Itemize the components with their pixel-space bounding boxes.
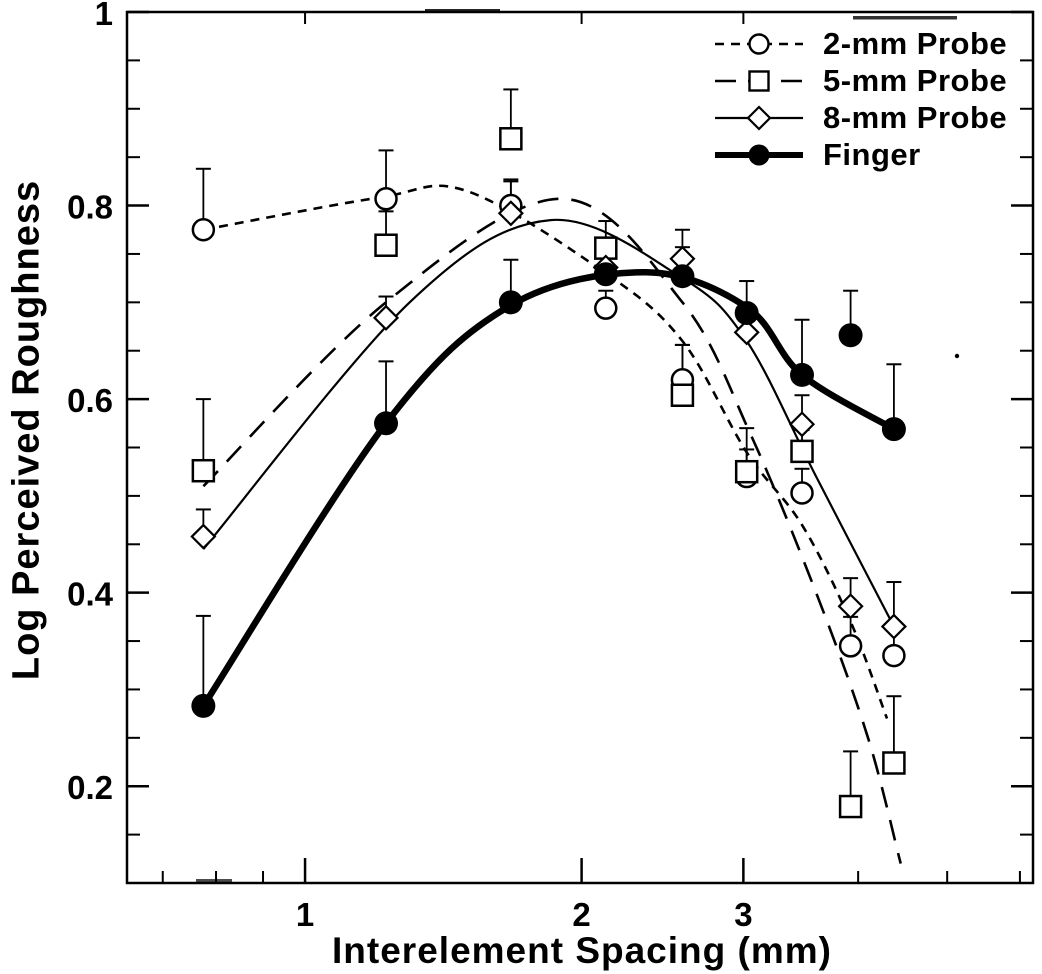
open-circle-marker — [790, 481, 814, 505]
tick-label: 0.8 — [67, 189, 113, 226]
legend-label: 2-mm Probe — [823, 25, 1008, 61]
series-curve-8-mm-probe — [202, 218, 895, 628]
legend-item-5mm-probe: 5-mm Probe — [713, 62, 1007, 99]
open-square-marker — [374, 233, 398, 257]
legend-label: 5-mm Probe — [823, 62, 1008, 98]
open-square-marker — [734, 459, 759, 484]
tick-label: 0.4 — [67, 576, 114, 613]
open-square-marker — [499, 127, 523, 151]
filled-circle-marker — [734, 300, 759, 325]
axis-ticks — [127, 10, 1033, 883]
open-square-marker-icon — [748, 69, 770, 92]
filled-circle-marker-icon — [748, 144, 770, 165]
tick-label: 0.6 — [67, 382, 113, 419]
thin-solid-line-sample — [715, 104, 803, 131]
open-circle-marker — [374, 187, 398, 211]
series-curve-5-mm-probe — [202, 197, 902, 864]
filled-circle-marker — [374, 411, 399, 436]
filled-circle-marker — [790, 362, 815, 387]
open-square-marker — [882, 751, 906, 775]
series-curve-finger — [200, 269, 896, 708]
scan-smudge — [425, 9, 500, 13]
tick-label: 2 — [572, 896, 590, 933]
tick-label: 1 — [95, 0, 113, 32]
legend-item-finger: Finger — [713, 136, 1007, 173]
open-diamond-marker — [733, 319, 760, 346]
thick-solid-line-sample — [715, 144, 803, 165]
filled-circle-marker — [593, 262, 618, 287]
open-diamond-marker — [837, 593, 864, 620]
open-diamond-marker — [880, 613, 907, 640]
scan-smudge — [853, 16, 957, 20]
open-circle-marker — [191, 218, 216, 242]
scan-smudge — [196, 879, 232, 883]
open-diamond-marker-icon — [746, 104, 772, 131]
scan-speck — [954, 353, 960, 359]
tick-labels: 1 0.8 0.6 0.4 0.2 1 2 3 — [67, 0, 752, 933]
legend-item-2mm-probe: 2-mm Probe — [713, 25, 1007, 62]
legend-label: 8-mm Probe — [823, 99, 1008, 135]
filled-circle-marker — [498, 290, 523, 315]
long-dash-line-sample — [715, 69, 803, 92]
open-diamond-marker — [497, 200, 524, 227]
legend: 2-mm Probe 5-mm Probe 8-mm Probe Finger — [713, 25, 1007, 173]
legend-item-8mm-probe: 8-mm Probe — [713, 99, 1007, 136]
tick-label: 0.2 — [67, 769, 113, 806]
y-axis-title: Log Perceived Roughness — [5, 179, 48, 681]
series-markers — [190, 127, 907, 819]
open-square-marker — [790, 439, 814, 464]
filled-circle-marker — [670, 264, 695, 289]
scan-artifacts — [196, 9, 960, 883]
tick-label: 3 — [734, 896, 752, 933]
open-diamond-marker — [372, 304, 400, 331]
open-circle-marker — [882, 643, 906, 668]
open-diamond-marker — [190, 523, 217, 550]
open-circle-marker — [594, 296, 618, 320]
filled-circle-marker — [838, 323, 863, 348]
series-curve-2-mm-probe — [203, 184, 889, 719]
tick-label: 1 — [296, 896, 314, 933]
filled-circle-marker — [191, 693, 216, 718]
legend-label: Finger — [823, 136, 921, 172]
open-circle-marker-icon — [748, 32, 770, 55]
x-axis-title: Interelement Spacing (mm) — [332, 930, 832, 971]
short-dash-line-sample — [715, 32, 803, 55]
open-square-marker — [838, 794, 863, 819]
open-circle-marker — [838, 634, 863, 658]
open-square-marker — [191, 458, 216, 483]
open-square-marker — [670, 383, 695, 407]
filled-circle-marker — [881, 417, 906, 442]
open-diamond-marker — [788, 411, 816, 438]
